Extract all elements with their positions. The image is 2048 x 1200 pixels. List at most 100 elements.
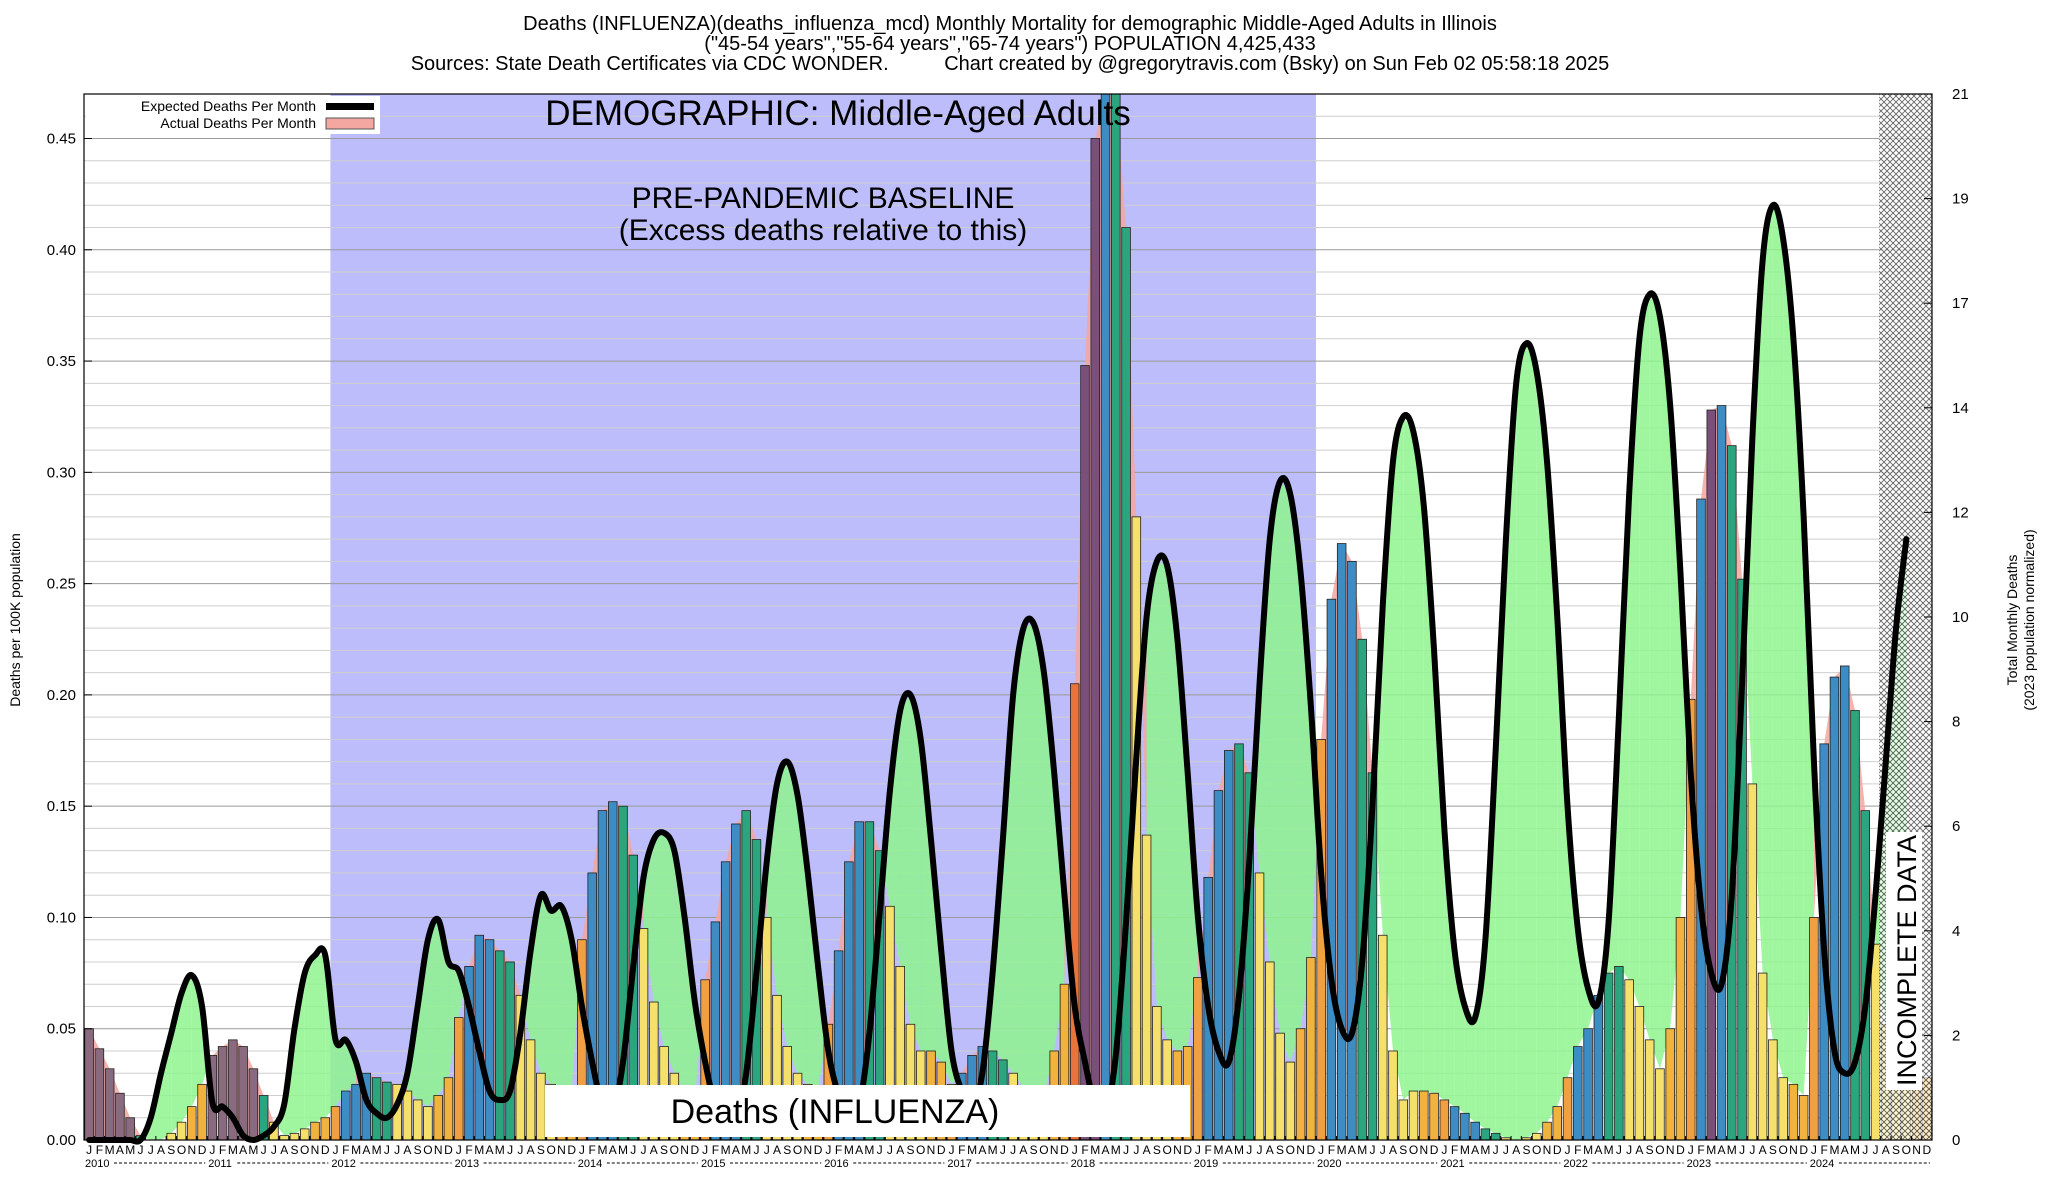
deficit-segment xyxy=(1772,205,1784,1078)
month-label: J xyxy=(579,1143,585,1157)
month-label: J xyxy=(1010,1143,1016,1157)
month-label: F xyxy=(1328,1143,1335,1157)
month-label: M xyxy=(1234,1143,1244,1157)
month-label: J xyxy=(641,1143,647,1157)
actual-bar xyxy=(1532,1132,1542,1141)
deficit-segment xyxy=(1033,623,1044,1096)
y-tick-label-right: 14 xyxy=(1952,400,1969,417)
deficit-segment xyxy=(1002,694,1014,1074)
year-label: 2020 xyxy=(1317,1158,1341,1170)
month-label: J xyxy=(1369,1143,1375,1157)
actual-bar xyxy=(1408,1090,1419,1141)
chart-title-line-2: ("45-54 years","55-64 years","65-74 year… xyxy=(704,33,1315,55)
deficit-segment xyxy=(1290,494,1301,1063)
deficit-segment xyxy=(1269,481,1281,1034)
month-label: M xyxy=(1583,1143,1593,1157)
y-tick-label-right: 0 xyxy=(1952,1132,1960,1149)
month-label: M xyxy=(844,1143,854,1157)
month-label: J xyxy=(209,1143,215,1157)
year-label: 2023 xyxy=(1687,1158,1711,1170)
month-label: J xyxy=(517,1143,523,1157)
deficit-segment xyxy=(540,895,552,1085)
deficit-segment xyxy=(315,955,326,1123)
month-label: M xyxy=(721,1143,731,1157)
month-label: M xyxy=(1337,1143,1347,1157)
month-label: J xyxy=(764,1143,770,1157)
month-label: A xyxy=(527,1143,535,1157)
actual-bar xyxy=(1634,1006,1645,1141)
y-tick-label-right: 8 xyxy=(1952,714,1960,731)
month-label: J xyxy=(384,1143,390,1157)
actual-bar xyxy=(1460,1112,1470,1141)
actual-bar xyxy=(1429,1092,1439,1141)
actual-bar xyxy=(341,1090,351,1141)
deficit-segment xyxy=(787,761,798,1074)
month-label: F xyxy=(1081,1143,1088,1157)
month-label: A xyxy=(280,1143,288,1157)
month-label: S xyxy=(1399,1143,1407,1157)
actual-bar xyxy=(1275,1032,1285,1141)
month-label: J xyxy=(702,1143,708,1157)
month-label: M xyxy=(1604,1143,1614,1157)
actual-bar xyxy=(330,1106,341,1141)
month-label: N xyxy=(1789,1143,1798,1157)
legend-label-expected: Expected Deaths Per Month xyxy=(141,98,316,114)
y-tick-label-right: 21 xyxy=(1952,86,1969,103)
month-label: D xyxy=(814,1143,823,1157)
month-label: M xyxy=(1727,1143,1737,1157)
month-label: J xyxy=(630,1143,636,1157)
month-label: M xyxy=(125,1143,135,1157)
actual-bar xyxy=(1254,872,1265,1141)
month-label: F xyxy=(342,1143,349,1157)
month-label: J xyxy=(877,1143,883,1157)
actual-bar xyxy=(1696,498,1706,1141)
deficit-segment xyxy=(777,761,788,1047)
actual-bar xyxy=(1090,138,1101,1141)
actual-bar xyxy=(310,1121,320,1141)
deficit-segment xyxy=(1536,372,1547,1134)
actual-bar xyxy=(1470,1121,1480,1141)
month-label: D xyxy=(567,1143,576,1157)
incomplete-label: INCOMPLETE DATA xyxy=(1892,835,1922,1086)
month-label: A xyxy=(1348,1143,1356,1157)
deficit-segment xyxy=(1659,316,1671,1069)
month-label: O xyxy=(1286,1143,1295,1157)
month-label: J xyxy=(1195,1143,1201,1157)
month-label: O xyxy=(1902,1143,1911,1157)
month-label: M xyxy=(1213,1143,1223,1157)
month-label: M xyxy=(248,1143,258,1157)
month-label: N xyxy=(1912,1143,1921,1157)
actual-bar xyxy=(299,1128,310,1141)
month-label: D xyxy=(1430,1143,1439,1157)
actual-bar xyxy=(536,1072,546,1141)
deficit-segment xyxy=(1156,561,1168,1040)
month-label: A xyxy=(1266,1143,1274,1157)
actual-bar xyxy=(1778,1077,1788,1141)
deficit-segment xyxy=(1464,1006,1476,1123)
baseline-label-line-1: PRE-PANDEMIC BASELINE xyxy=(632,182,1015,215)
month-label: J xyxy=(86,1143,92,1157)
actual-bar xyxy=(1213,790,1224,1141)
month-label: J xyxy=(1133,1143,1139,1157)
month-label: M xyxy=(1706,1143,1716,1157)
deficit-segment xyxy=(1043,672,1055,1096)
month-label: N xyxy=(1050,1143,1059,1157)
actual-bar xyxy=(1100,93,1111,1141)
deficit-segment xyxy=(304,955,315,1129)
y-axis-left-title: Deaths per 100K population xyxy=(7,533,23,707)
month-label: A xyxy=(609,1143,617,1157)
month-label: D xyxy=(691,1143,700,1157)
month-label: M xyxy=(741,1143,751,1157)
actual-bar xyxy=(412,1099,423,1141)
month-label: J xyxy=(1380,1143,1386,1157)
y-axis-right-title-1: Total Monthly Deaths xyxy=(2004,555,2020,686)
actual-bar xyxy=(94,1048,105,1141)
month-label: J xyxy=(1626,1143,1632,1157)
year-label: 2011 xyxy=(208,1158,232,1170)
month-label: F xyxy=(958,1143,965,1157)
month-label: J xyxy=(1000,1143,1006,1157)
month-label: J xyxy=(1072,1143,1078,1157)
actual-bar xyxy=(166,1132,177,1141)
month-label: A xyxy=(1143,1143,1151,1157)
month-label: A xyxy=(239,1143,247,1157)
